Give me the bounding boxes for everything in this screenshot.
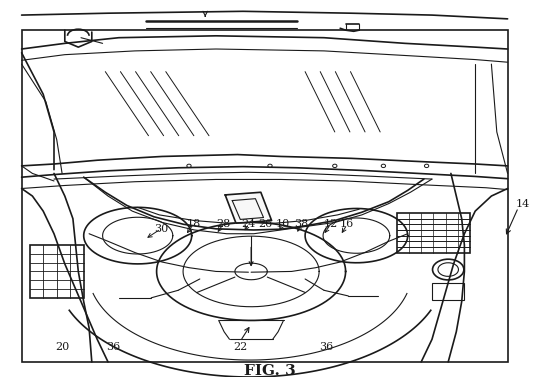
Text: 18: 18	[186, 219, 200, 229]
Text: 20: 20	[55, 342, 69, 352]
Text: 16: 16	[340, 219, 354, 229]
Bar	[30, 245, 84, 298]
Text: 22: 22	[233, 342, 247, 352]
Text: 36: 36	[320, 342, 334, 352]
Text: 38: 38	[294, 219, 308, 229]
Text: 36: 36	[106, 342, 120, 352]
Text: 26: 26	[259, 219, 273, 229]
Text: 12: 12	[323, 219, 338, 229]
Bar	[432, 283, 464, 300]
Bar	[397, 213, 470, 253]
Text: 14: 14	[516, 199, 530, 208]
Text: 10: 10	[275, 219, 289, 229]
Polygon shape	[225, 192, 272, 223]
Text: 30: 30	[154, 224, 168, 234]
Bar	[22, 30, 508, 362]
Text: FIG. 3: FIG. 3	[244, 364, 296, 377]
Text: 24: 24	[241, 219, 255, 229]
Text: 28: 28	[216, 219, 230, 229]
